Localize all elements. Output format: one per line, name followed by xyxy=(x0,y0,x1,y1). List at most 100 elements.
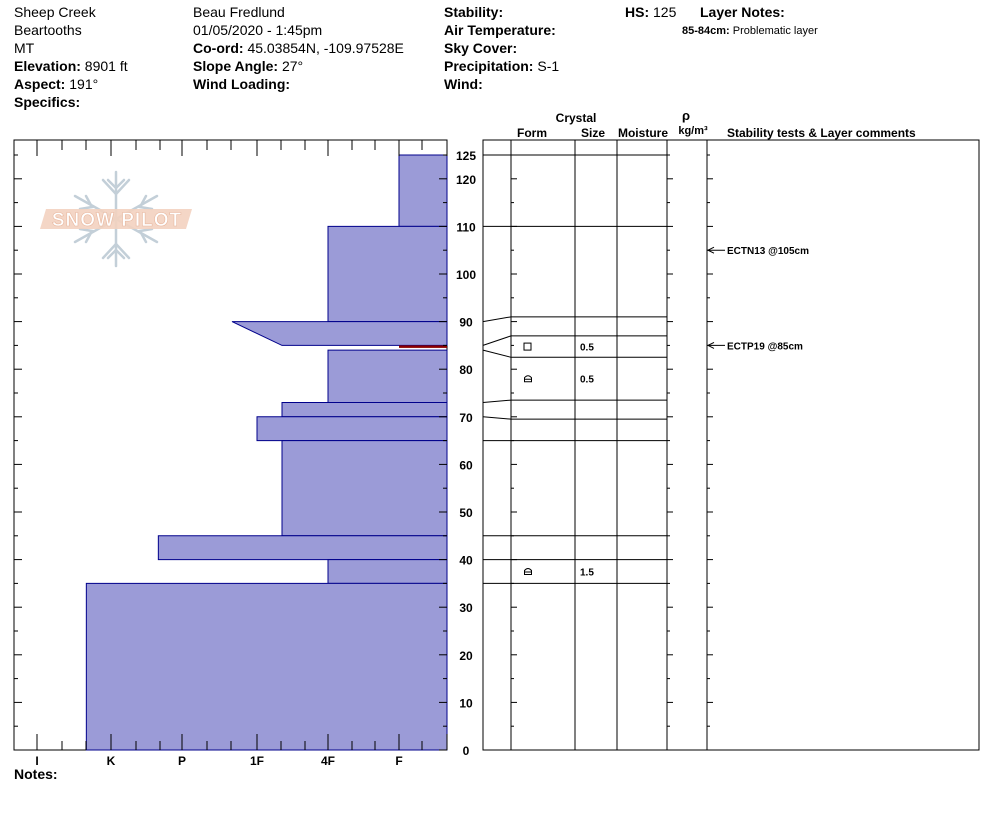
hardness-layer-6 xyxy=(281,440,448,537)
elevation-value: 8901 ft xyxy=(84,58,128,74)
depth-label-60: 60 xyxy=(459,458,473,472)
depth-label-125: 125 xyxy=(456,149,476,163)
precipitation: Precipitation: S-1 xyxy=(444,57,559,75)
specifics-label: Specifics: xyxy=(14,94,81,110)
snow-height: HS: 125 xyxy=(625,3,676,21)
table-row-connector-2 xyxy=(482,316,512,323)
hardness-layer-4 xyxy=(281,402,448,418)
grain-size-1: 0.5 xyxy=(580,375,594,386)
grain-size-2: 1.5 xyxy=(580,568,594,579)
coord-value: 45.03854N, -109.97528E xyxy=(247,40,404,56)
hardness-label-P: P xyxy=(178,754,186,768)
sky-cover-label: Sky Cover: xyxy=(444,40,518,56)
coordinates: Co-ord: 45.03854N, -109.97528E xyxy=(193,39,404,57)
hardness-label-K: K xyxy=(107,754,116,768)
elevation: Elevation: 8901 ft xyxy=(14,57,128,75)
hardness-layer-7 xyxy=(157,535,448,561)
depth-axis: 0 10 20 30 40 50 60 70 80 90 100 110 120 125 xyxy=(456,149,476,758)
wind-label: Wind: xyxy=(444,76,483,92)
depth-label-30: 30 xyxy=(459,601,473,615)
comments-header: Stability tests & Layer comments xyxy=(727,126,916,140)
table-row-connector-6 xyxy=(482,416,512,420)
hardness-layer-8 xyxy=(327,559,448,584)
table-row-connector-5 xyxy=(482,399,512,404)
layer-note-range: 85-84cm: xyxy=(682,25,730,37)
size-header: Size xyxy=(581,126,605,140)
hardness-axis: I K P 1F 4F F xyxy=(35,754,402,768)
form-square-icon xyxy=(523,342,532,351)
hardness-label-4F: 4F xyxy=(321,754,335,768)
depth-label-0: 0 xyxy=(463,744,470,758)
air-temperature-label: Air Temperature: xyxy=(444,22,556,38)
form-faceted-icon xyxy=(524,568,532,575)
hardness-label-1F: 1F xyxy=(250,754,264,768)
hardness-label-F: F xyxy=(395,754,402,768)
stability-label: Stability: xyxy=(444,4,504,20)
mountain-range: Beartooths xyxy=(14,22,82,38)
crystal-header: Crystal xyxy=(556,111,597,125)
table-axis-ticks xyxy=(511,154,713,751)
hardness-layers xyxy=(85,154,448,751)
layer-table-frame xyxy=(482,139,980,751)
plot-ticks xyxy=(13,140,448,751)
depth-label-40: 40 xyxy=(459,554,473,568)
form-header: Form xyxy=(517,126,547,140)
arrow-head-icon xyxy=(706,246,715,254)
hs-value: 125 xyxy=(653,4,677,20)
wind-loading-label: Wind Loading: xyxy=(193,76,291,92)
form-faceted-icon xyxy=(524,375,532,383)
density-header: kg/m³ xyxy=(678,125,708,137)
depth-label-80: 80 xyxy=(459,363,473,377)
hardness-layer-3 xyxy=(327,349,448,404)
logo-text: SNOW PILOT xyxy=(52,210,182,231)
depth-label-100: 100 xyxy=(456,268,476,282)
coord-label: Co-ord: xyxy=(193,40,244,56)
hs-label: HS: xyxy=(625,4,650,20)
problem-layer-marker xyxy=(399,345,447,348)
hardness-layer-9 xyxy=(85,582,448,751)
depth-label-110: 110 xyxy=(456,220,476,234)
stability-test-label-0: ECTN13 @105cm xyxy=(727,246,809,257)
hardness-layer-2 xyxy=(231,321,448,346)
stability-test-label-1: ECTP19 @85cm xyxy=(727,341,803,352)
table-row-connector-4 xyxy=(482,349,512,358)
layer-note-text: Problematic layer xyxy=(732,25,818,37)
grain-size-0: 0.5 xyxy=(580,343,594,354)
precipitation-value: S-1 xyxy=(537,58,560,74)
aspect-value: 191° xyxy=(69,76,99,92)
depth-label-10: 10 xyxy=(459,696,473,710)
moisture-header: Moisture xyxy=(618,126,668,140)
depth-label-50: 50 xyxy=(459,506,473,520)
aspect: Aspect: 191° xyxy=(14,75,98,93)
hardness-layer-0 xyxy=(398,154,448,227)
table-row-connector-3 xyxy=(482,335,512,346)
slope-value: 27° xyxy=(281,58,304,74)
state: MT xyxy=(14,40,35,56)
hardness-layer-5 xyxy=(256,416,448,442)
observer: Beau Fredlund xyxy=(193,4,285,20)
datetime: 01/05/2020 - 1:45pm xyxy=(193,22,323,38)
rho-header: ρ xyxy=(682,108,690,123)
elevation-label: Elevation: xyxy=(14,58,81,74)
depth-label-20: 20 xyxy=(459,649,473,663)
slope-angle: Slope Angle: 27° xyxy=(193,57,303,75)
depth-label-70: 70 xyxy=(459,411,473,425)
layer-notes-label: Layer Notes: xyxy=(700,4,785,20)
depth-label-90: 90 xyxy=(459,316,473,330)
precipitation-label: Precipitation: xyxy=(444,58,534,74)
hardness-label-I: I xyxy=(35,754,38,768)
hardness-layer-1 xyxy=(327,225,448,323)
slope-label: Slope Angle: xyxy=(193,58,279,74)
layer-note: 85-84cm: Problematic layer xyxy=(682,22,818,40)
notes-label: Notes: xyxy=(14,766,58,782)
logo-banner xyxy=(40,209,192,229)
table-rows xyxy=(482,154,667,584)
grain-rows: 0.5 0.5 1.5 xyxy=(523,342,594,579)
arrow-head-icon xyxy=(706,341,715,349)
snowpilot-logo: SNOW PILOT xyxy=(40,170,192,268)
aspect-label: Aspect: xyxy=(14,76,66,92)
depth-label-120: 120 xyxy=(456,173,476,187)
location-name: Sheep Creek xyxy=(14,4,96,20)
stability-tests: ECTN13 @105cm ECTP19 @85cm xyxy=(706,246,809,352)
